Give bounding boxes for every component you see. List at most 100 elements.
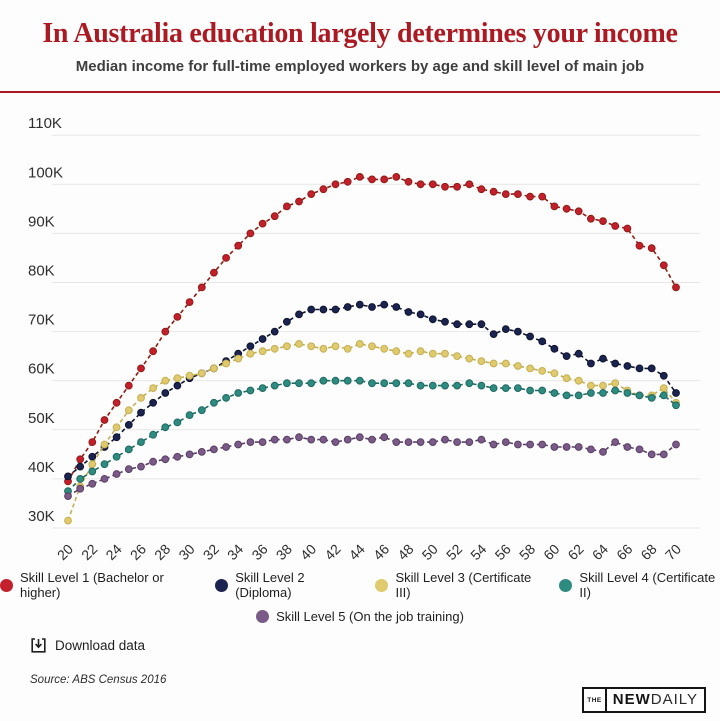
- data-point: [88, 460, 97, 469]
- data-point: [489, 440, 498, 449]
- data-point: [550, 344, 559, 353]
- data-point: [185, 411, 194, 420]
- data-point: [295, 340, 303, 348]
- data-point: [526, 440, 534, 449]
- x-tick-label: 50: [419, 541, 441, 563]
- data-point: [210, 364, 218, 373]
- data-point: [538, 367, 547, 375]
- data-point: [149, 384, 158, 393]
- data-point: [635, 445, 644, 454]
- data-point: [392, 303, 401, 311]
- data-point: [234, 354, 243, 363]
- data-point: [319, 185, 328, 194]
- data-point: [453, 320, 462, 329]
- data-point: [161, 327, 170, 336]
- data-point: [270, 344, 279, 353]
- data-point: [599, 381, 607, 390]
- data-point: [283, 379, 291, 388]
- data-point: [562, 204, 571, 213]
- data-point: [137, 438, 145, 447]
- legend-item-skill-level-4[interactable]: Skill Level 4 (Certificate II): [559, 570, 720, 600]
- data-point: [270, 327, 279, 336]
- data-point: [416, 180, 425, 189]
- data-point: [501, 438, 510, 447]
- data-point: [149, 347, 158, 356]
- data-point: [197, 369, 206, 378]
- data-point: [465, 320, 474, 329]
- data-point: [112, 433, 121, 442]
- data-point: [574, 391, 583, 400]
- data-point: [76, 475, 85, 483]
- data-point: [623, 362, 632, 370]
- data-point: [124, 465, 133, 474]
- data-point: [197, 406, 206, 415]
- y-tick-label: 80K: [28, 263, 55, 280]
- data-point: [234, 241, 243, 250]
- x-tick-label: 60: [540, 541, 562, 563]
- data-point: [538, 386, 547, 395]
- data-point: [477, 435, 486, 444]
- data-point: [137, 364, 145, 373]
- series-skill-level-2: [64, 300, 680, 481]
- data-point: [416, 438, 425, 447]
- x-tick-label: 44: [346, 541, 368, 563]
- income-by-age-chart: 30K 40K 50K 60K 70K 80K 90K 100K 110K 20 22 24 26 28 3…: [0, 93, 720, 563]
- download-label: Download data: [55, 638, 146, 653]
- data-point: [64, 492, 72, 501]
- data-point: [222, 443, 231, 451]
- data-point: [307, 342, 316, 351]
- data-point: [562, 374, 571, 383]
- data-point: [331, 342, 340, 351]
- data-point: [501, 359, 510, 368]
- data-point: [404, 349, 413, 358]
- data-point: [647, 364, 656, 373]
- data-point: [246, 386, 255, 395]
- x-tick-label: 54: [467, 541, 489, 563]
- series-skill-level-3: [64, 340, 680, 525]
- data-point: [124, 381, 133, 390]
- legend-item-skill-level-5[interactable]: Skill Level 5 (On the job training): [256, 609, 464, 624]
- data-point: [210, 398, 218, 407]
- data-point: [441, 182, 449, 191]
- data-point: [246, 438, 255, 447]
- data-point: [672, 401, 680, 410]
- x-tick-label: 36: [248, 541, 270, 563]
- legend-dot: [375, 578, 389, 592]
- data-point: [647, 244, 656, 253]
- data-point: [538, 440, 547, 449]
- legend-dot: [559, 578, 573, 592]
- data-point: [112, 470, 121, 478]
- download-data-button[interactable]: Download data: [30, 637, 145, 654]
- x-tick-label: 38: [273, 541, 295, 563]
- data-point: [368, 175, 376, 184]
- page-subtitle: Median income for full-time employed wor…: [75, 58, 645, 75]
- data-point: [368, 342, 376, 351]
- data-point: [210, 268, 218, 277]
- x-tick-label: 68: [637, 541, 659, 563]
- data-point: [489, 330, 498, 339]
- x-axis: 20 22 24 26 28 30 32 34 36 38 40 42 44 46 48 50 52 54 56 58…: [54, 541, 684, 563]
- legend-item-skill-level-3[interactable]: Skill Level 3 (Certificate III): [375, 570, 539, 600]
- data-point: [599, 217, 607, 226]
- header-divider: [0, 91, 720, 93]
- data-point: [562, 352, 571, 361]
- data-point: [501, 325, 510, 334]
- data-point: [441, 317, 449, 326]
- data-point: [234, 389, 243, 397]
- x-tick-label: 52: [443, 541, 465, 563]
- data-point: [222, 254, 231, 262]
- data-point: [161, 389, 170, 397]
- data-point: [258, 438, 267, 447]
- data-point: [343, 303, 352, 311]
- legend-item-skill-level-2[interactable]: Skill Level 2 (Diploma): [215, 570, 355, 600]
- data-point: [465, 354, 474, 363]
- data-point: [647, 450, 656, 459]
- legend-item-skill-level-1[interactable]: Skill Level 1 (Bachelor or higher): [0, 570, 195, 600]
- x-tick-label: 30: [175, 541, 197, 563]
- data-point: [514, 327, 522, 336]
- data-point: [246, 349, 255, 358]
- data-point: [550, 369, 559, 378]
- data-point: [416, 347, 425, 356]
- x-tick-label: 42: [321, 541, 343, 563]
